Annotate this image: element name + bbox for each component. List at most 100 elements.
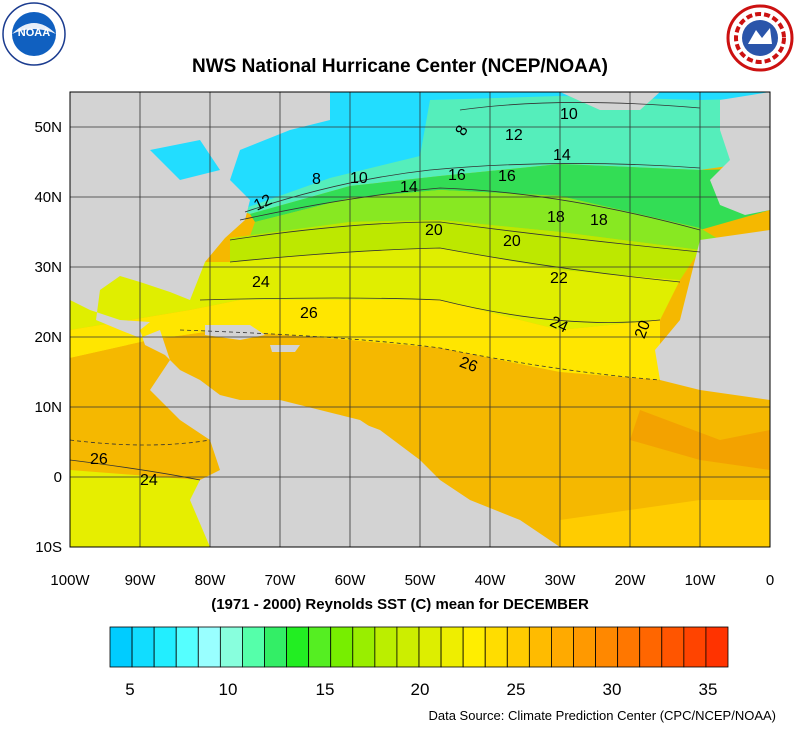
land-caribbean: [205, 325, 300, 352]
contour-label: 10: [560, 106, 578, 123]
nws-logo: [726, 4, 794, 72]
colorbar-tick-label: 10: [219, 680, 238, 699]
contour-label: 22: [550, 270, 568, 287]
lat-label: 0: [54, 469, 62, 486]
colorbar-swatch: [705, 626, 729, 668]
colorbar-tick-label: 20: [411, 680, 430, 699]
land-greenland: [560, 92, 660, 110]
colorbar-swatch: [506, 626, 530, 668]
sst-band-yellow-sw: [70, 470, 220, 547]
colorbar-swatch: [617, 626, 641, 668]
lon-label: 50W: [405, 572, 437, 589]
colorbar-swatch: [573, 626, 596, 668]
land-europe-africa: [655, 92, 770, 400]
lon-label: 0: [766, 572, 774, 589]
contour-label: 18: [590, 212, 608, 229]
colorbar: [109, 626, 729, 668]
lon-label: 100W: [50, 572, 90, 589]
contour-label: 14: [553, 147, 571, 164]
colorbar-swatch: [595, 626, 619, 668]
colorbar-swatch: [462, 626, 486, 668]
noaa-logo: NOAA: [2, 2, 66, 66]
lat-label: 40N: [34, 189, 62, 206]
colorbar-swatch: [639, 626, 663, 668]
sst-band-south-yellow: [560, 500, 770, 547]
sst-band-yellow: [70, 248, 680, 330]
sst-band-yelgreen: [230, 220, 700, 280]
colorbar-tick-label: 5: [125, 680, 134, 699]
contour-label: 20: [425, 222, 443, 239]
contour-label: 16: [498, 168, 516, 185]
colorbar-swatch: [484, 626, 508, 668]
lon-label: 90W: [125, 572, 157, 589]
contour-label: 8: [312, 171, 321, 188]
lon-label: 70W: [265, 572, 297, 589]
sst-band-aqua: [240, 96, 770, 214]
land-great-lakes: [150, 140, 220, 180]
contour-label: 26: [457, 354, 480, 376]
contour-label: 24: [547, 314, 570, 337]
noaa-logo-text: NOAA: [18, 27, 50, 39]
colorbar-swatch: [418, 626, 442, 668]
grid-lines: [70, 92, 770, 547]
contour-label: 12: [251, 192, 274, 215]
lon-label: 10W: [685, 572, 717, 589]
sst-band-green: [250, 164, 770, 230]
lat-label: 10N: [34, 399, 62, 416]
sst-band-ltgreen: [250, 190, 720, 250]
contour-label: 26: [300, 305, 318, 322]
colorbar-swatch: [219, 626, 243, 668]
colorbar-swatch: [352, 626, 376, 668]
contour-label: 24: [140, 472, 158, 489]
contour-label: 24: [252, 274, 270, 291]
colorbar-swatch: [551, 626, 574, 668]
lon-label: 80W: [195, 572, 227, 589]
lon-label: 30W: [545, 572, 577, 589]
colorbar-swatch: [242, 626, 265, 668]
contour-label: 20: [503, 233, 521, 250]
lon-label-group: 100W 90W 80W 70W 60W 50W 40W 30W 20W 10W…: [50, 572, 774, 589]
colorbar-tick-label: 25: [507, 680, 526, 699]
chart-title: NWS National Hurricane Center (NCEP/NOAA…: [192, 56, 608, 77]
lat-label: 30N: [34, 259, 62, 276]
contour-label-group: 10 8 12 14 8 10 14 16 16 12 18 18 20 20 …: [90, 106, 654, 489]
colorbar-swatch: [308, 626, 332, 668]
colorbar-swatch: [683, 626, 707, 668]
contour-label: 12: [505, 127, 523, 144]
contour-lines: [70, 102, 701, 481]
colorbar-swatch: [197, 626, 221, 668]
lat-label: 50N: [34, 119, 62, 136]
colorbar-tick-label: 15: [316, 680, 335, 699]
colorbar-swatch: [286, 626, 310, 668]
lon-label: 60W: [335, 572, 367, 589]
lon-label: 20W: [615, 572, 647, 589]
contour-label: 18: [547, 209, 565, 226]
chart-subtitle: (1971 - 2000) Reynolds SST (C) mean for …: [211, 596, 589, 613]
colorbar-swatch: [661, 626, 685, 668]
colorbar-tick-label: 35: [699, 680, 718, 699]
colorbar-tick-label: 30: [603, 680, 622, 699]
data-source: Data Source: Climate Prediction Center (…: [428, 708, 776, 723]
colorbar-tick-group: 5 10 15 20 25 30 35: [125, 680, 717, 699]
colorbar-swatch: [264, 626, 287, 668]
colorbar-swatch: [330, 626, 354, 668]
colorbar-swatch: [109, 626, 133, 668]
lon-label: 40W: [475, 572, 507, 589]
contour-label: 16: [448, 167, 466, 184]
colorbar-swatch: [153, 626, 177, 668]
lat-label-group: 50N 40N 30N 20N 10N 0 10S: [34, 119, 62, 556]
contour-label: 10: [350, 170, 368, 187]
lat-label: 10S: [35, 539, 62, 556]
land-south-america: [210, 400, 560, 547]
colorbar-swatch: [175, 626, 199, 668]
colorbar-swatch: [440, 626, 464, 668]
contour-label: 20: [632, 318, 654, 341]
colorbar-swatch: [396, 626, 420, 668]
colorbar-swatch: [528, 626, 552, 668]
contour-label: 14: [400, 179, 418, 196]
colorbar-swatch: [374, 626, 398, 668]
contour-label: 26: [90, 451, 108, 468]
colorbar-swatch: [131, 626, 155, 668]
lat-label: 20N: [34, 329, 62, 346]
